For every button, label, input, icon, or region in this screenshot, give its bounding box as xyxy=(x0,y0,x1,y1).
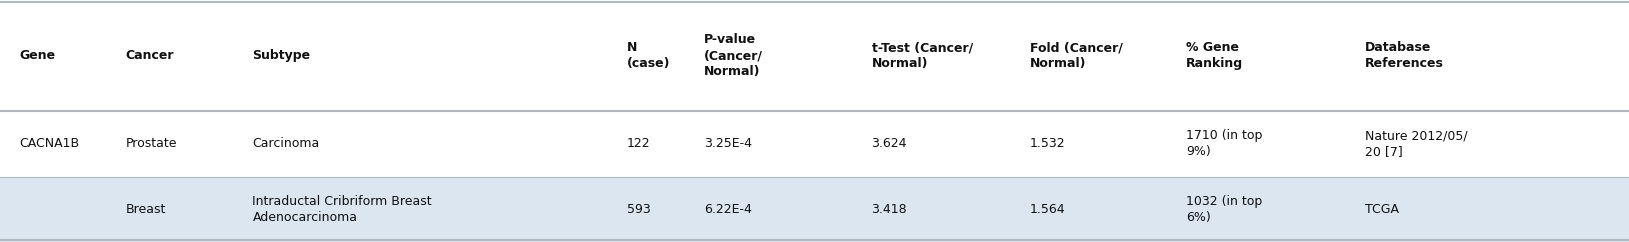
Text: Fold (Cancer/
Normal): Fold (Cancer/ Normal) xyxy=(1030,41,1122,70)
Text: Prostate: Prostate xyxy=(125,137,178,151)
Text: Nature 2012/05/
20 [7]: Nature 2012/05/ 20 [7] xyxy=(1365,129,1468,159)
Text: Gene: Gene xyxy=(20,49,55,62)
Bar xyxy=(0,177,1629,242)
Text: 1.532: 1.532 xyxy=(1030,137,1065,151)
Text: Subtype: Subtype xyxy=(252,49,311,62)
Text: Intraductal Cribriform Breast
Adenocarcinoma: Intraductal Cribriform Breast Adenocarci… xyxy=(252,195,432,224)
Text: TCGA: TCGA xyxy=(1365,203,1399,216)
Text: 122: 122 xyxy=(627,137,652,151)
Text: 3.418: 3.418 xyxy=(872,203,907,216)
Text: Carcinoma: Carcinoma xyxy=(252,137,319,151)
Text: Breast: Breast xyxy=(125,203,166,216)
Text: 3.624: 3.624 xyxy=(872,137,907,151)
Text: 593: 593 xyxy=(627,203,652,216)
Bar xyxy=(0,111,1629,177)
Text: CACNA1B: CACNA1B xyxy=(20,137,80,151)
Text: 1710 (in top
9%): 1710 (in top 9%) xyxy=(1186,129,1262,159)
Text: % Gene
Ranking: % Gene Ranking xyxy=(1186,41,1243,70)
Text: Database
References: Database References xyxy=(1365,41,1443,70)
Text: 3.25E-4: 3.25E-4 xyxy=(704,137,751,151)
Text: Cancer: Cancer xyxy=(125,49,174,62)
Text: P-value
(Cancer/
Normal): P-value (Cancer/ Normal) xyxy=(704,33,762,78)
Text: 1.564: 1.564 xyxy=(1030,203,1065,216)
Text: N
(case): N (case) xyxy=(627,41,671,70)
Text: 1032 (in top
6%): 1032 (in top 6%) xyxy=(1186,195,1262,224)
Text: t-Test (Cancer/
Normal): t-Test (Cancer/ Normal) xyxy=(872,41,973,70)
Text: 6.22E-4: 6.22E-4 xyxy=(704,203,751,216)
